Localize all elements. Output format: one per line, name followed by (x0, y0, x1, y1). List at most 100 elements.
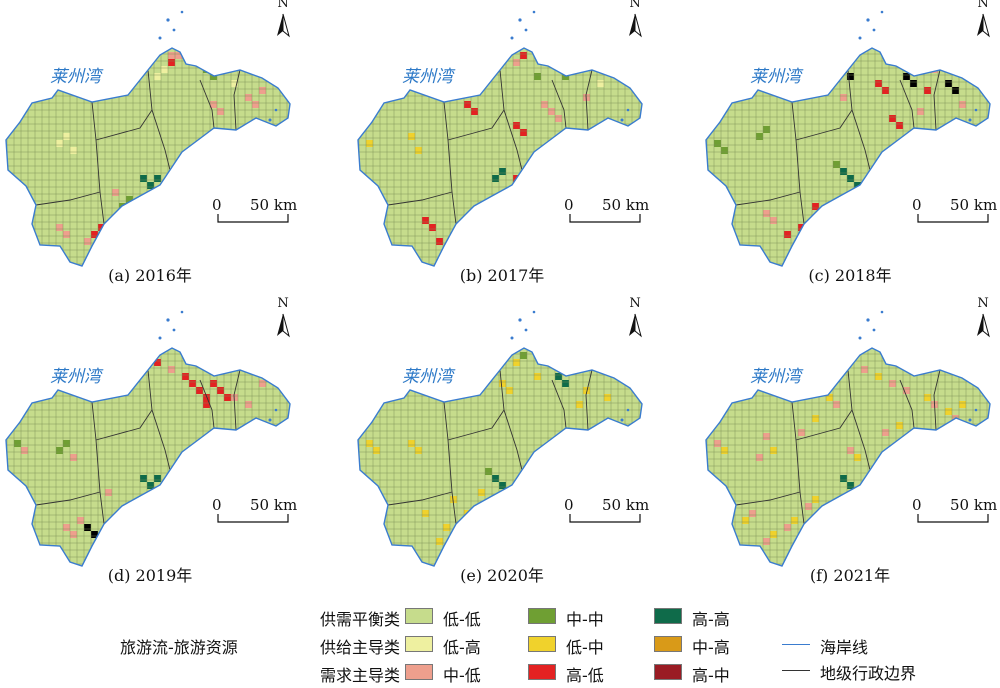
grid-cell (805, 503, 812, 510)
grid-cell (112, 189, 119, 196)
grid-cell (756, 133, 763, 140)
scale-zero: 0 (564, 196, 574, 214)
grid-cell (231, 80, 238, 87)
bay-label: 莱州湾 (402, 67, 453, 87)
grid-cell (749, 510, 756, 517)
grid-cell (56, 447, 63, 454)
map-svg (705, 10, 991, 267)
grid-cell (217, 108, 224, 115)
grid-cell (861, 366, 868, 373)
grid-cell (485, 468, 492, 475)
grid-cell (210, 380, 217, 387)
grid-cell (945, 80, 952, 87)
grid-cell (541, 101, 548, 108)
grid-cell (259, 87, 266, 94)
map-panel: 莱州湾 N 0 50 km (d) 2019年 (0, 296, 320, 590)
grid-cell (154, 175, 161, 182)
legend-swatch (528, 608, 556, 624)
map-svg (357, 310, 643, 567)
grid-cell (70, 147, 77, 154)
grid-cell (154, 475, 161, 482)
panel-caption: (d) 2019年 (107, 566, 193, 585)
grid-cell (742, 517, 749, 524)
panel-caption: (a) 2016年 (108, 266, 192, 285)
map-panel: 莱州湾 N 0 50 km (e) 2020年 (352, 296, 672, 590)
islands (858, 310, 978, 422)
grid-cell (520, 52, 527, 59)
grid-cell (63, 524, 70, 531)
grid-cell (373, 447, 380, 454)
grid-cell (429, 224, 436, 231)
bay-label: 莱州湾 (50, 67, 101, 87)
grid-cell (770, 447, 777, 454)
map-svg (5, 310, 291, 567)
grid-cell (576, 401, 583, 408)
grid-cell (105, 489, 112, 496)
grid-cell (513, 359, 520, 366)
grid-cell (819, 210, 826, 217)
grid-cell (63, 440, 70, 447)
grid-cell (450, 496, 457, 503)
bay-label: 莱州湾 (750, 67, 801, 87)
north-arrow-icon: N (268, 0, 298, 40)
grid-cell (77, 517, 84, 524)
land-region (6, 348, 290, 566)
coastline (357, 347, 643, 567)
grid-cell (903, 73, 910, 80)
grid-cell (478, 489, 485, 496)
map-panel: 莱州湾 N 0 50 km (c) 2018年 (700, 0, 1000, 290)
land-region (6, 48, 290, 266)
north-arrow-icon: N (968, 296, 998, 340)
grid-cell (140, 175, 147, 182)
grid-cell (714, 440, 721, 447)
map-panel: 莱州湾 N 0 50 km (b) 2017年 (352, 0, 672, 290)
grid-cell (443, 524, 450, 531)
grid-cell (784, 231, 791, 238)
coastline-line-icon (782, 644, 810, 645)
grid-cell (70, 531, 77, 538)
legend-swatch (405, 636, 433, 652)
grid-cell (721, 447, 728, 454)
grid-cell (784, 524, 791, 531)
legend-label: 高-中 (692, 666, 730, 685)
panel-caption: (c) 2018年 (808, 266, 892, 285)
north-label: N (977, 0, 989, 11)
grid-cell (520, 129, 527, 136)
grid-cell (889, 115, 896, 122)
legend-swatch (654, 636, 682, 652)
scale-zero: 0 (912, 496, 922, 514)
grid-cell (882, 87, 889, 94)
legend-label: 低-高 (443, 638, 481, 657)
grid-cell (840, 475, 847, 482)
grid-cell (366, 440, 373, 447)
grid-cell (854, 454, 861, 461)
grid-cell (875, 80, 882, 87)
grid-cell (952, 87, 959, 94)
islands (158, 310, 278, 422)
grid-cell (196, 387, 203, 394)
legend-label: 中-高 (692, 638, 730, 657)
grid-cell (408, 440, 415, 447)
grid-cell (875, 373, 882, 380)
grid-cell (126, 196, 133, 203)
land-region (706, 348, 990, 566)
grid-cell (847, 175, 854, 182)
grid-cell (182, 373, 189, 380)
grid-cell (534, 373, 541, 380)
grid-cell (21, 447, 28, 454)
north-label: N (629, 296, 641, 311)
legend: 旅游流-旅游资源 供需平衡类 供给主导类 需求主导类 低-低 低-高 中-低 中… (0, 598, 1000, 688)
grid-cell (910, 80, 917, 87)
legend-category-balance: 供需平衡类 (319, 610, 400, 629)
scale-bar: 0 50 km (910, 196, 1000, 228)
coastline (357, 47, 643, 267)
islands (858, 10, 978, 122)
islands (510, 310, 630, 422)
grid-cell (826, 394, 833, 401)
grid-cell (882, 429, 889, 436)
map-panel: 莱州湾 N 0 50 km (a) 2016年 (0, 0, 320, 290)
grid-cell (840, 94, 847, 101)
grid-cell (56, 140, 63, 147)
islands (158, 10, 278, 122)
grid-cell (161, 496, 168, 503)
